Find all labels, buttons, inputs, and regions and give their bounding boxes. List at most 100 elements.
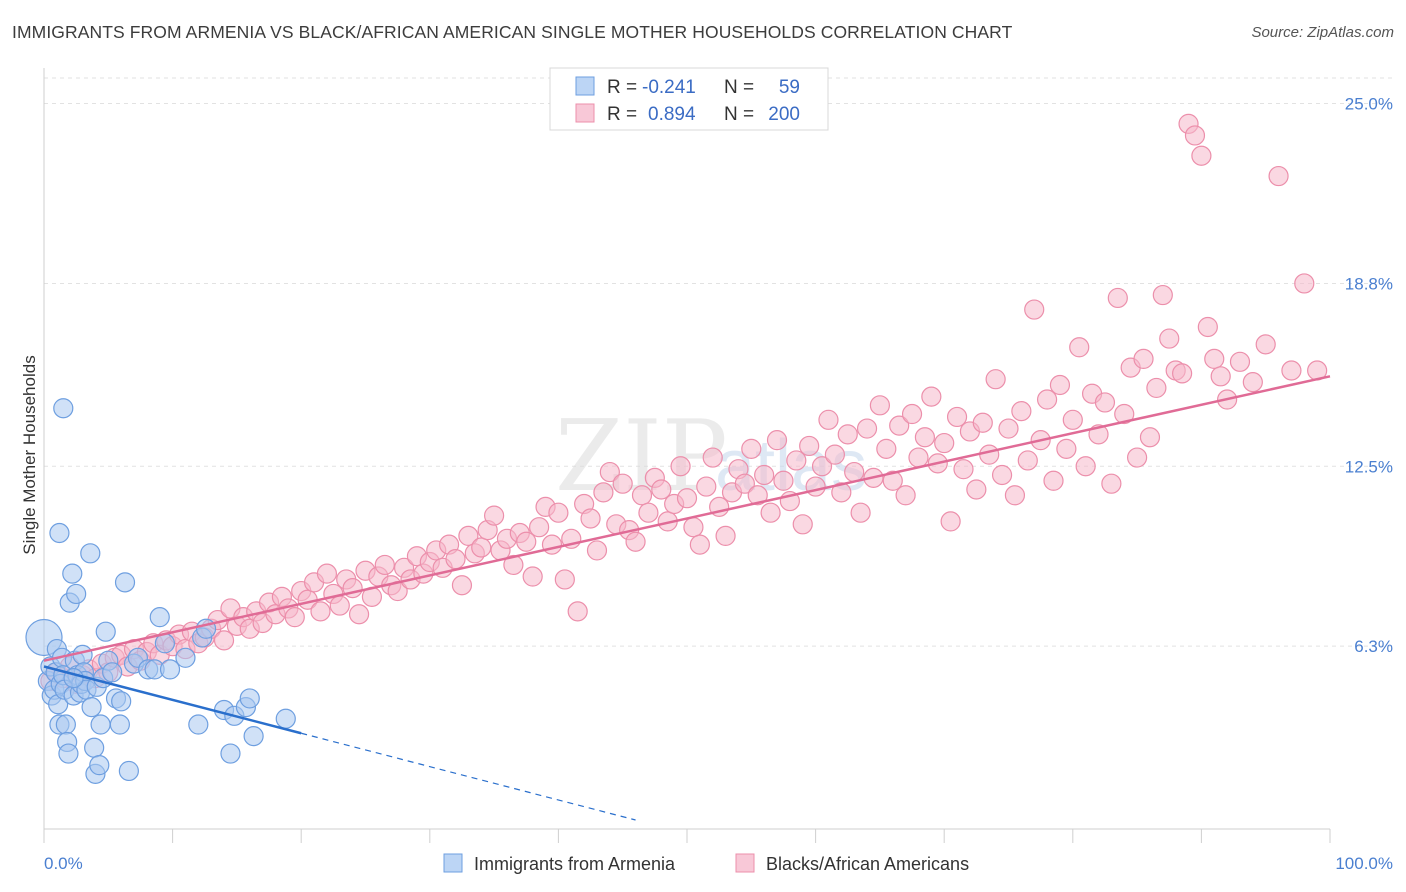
data-point [1004,485,1026,506]
bottom-legend-label-armenia: Immigrants from Armenia [474,854,676,874]
data-point [1139,427,1161,448]
data-point [1184,125,1206,146]
data-point [53,398,74,419]
data-point [979,444,1000,465]
data-point [966,479,987,500]
data-point [567,601,588,622]
legend-box: R = -0.241 N = 59 R = 0.894 N = 200 [549,67,829,131]
data-point [118,760,139,782]
data-point [715,525,736,547]
data-point [856,418,878,439]
data-point [1049,374,1071,396]
chart-title: IMMIGRANTS FROM ARMENIA VS BLACK/AFRICAN… [12,22,1013,42]
data-point [114,572,136,593]
data-point [991,464,1013,486]
data-point [998,418,1019,439]
legend-r-label-2: R = [607,104,637,125]
data-point [908,447,929,468]
data-point [109,714,130,735]
data-point [1204,348,1225,369]
data-point [586,540,608,561]
y-axis-title: Single Mother Households [20,355,39,554]
data-point [953,459,974,480]
data-point [625,531,646,552]
data-point [522,566,543,587]
data-point [696,476,717,497]
data-point [84,737,105,758]
data-point [734,473,755,494]
data-point [934,432,955,454]
data-point [1152,284,1173,306]
legend-n-value-2: 200 [768,104,800,125]
data-point [792,514,813,535]
y-tick-label: 12.5% [1345,457,1393,476]
legend-swatch-blacks [575,103,595,123]
data-point [1056,438,1077,459]
legend-n-value-1: 59 [779,77,800,98]
data-point [451,575,473,596]
data-point [1101,473,1122,494]
data-point [1242,372,1263,393]
data-point [458,525,479,547]
bottom-legend-label-blacks: Blacks/African Americans [766,854,969,874]
data-point [471,537,492,558]
data-point [1062,409,1083,430]
data-point [503,554,524,576]
data-point [1094,392,1116,413]
data-point [702,447,723,468]
grid-layer [44,77,1392,647]
data-point [972,412,993,433]
data-point [1294,273,1315,294]
data-point [747,485,768,506]
data-point [111,691,132,712]
data-point [1210,366,1231,387]
data-point [889,415,910,436]
data-point [49,522,70,544]
data-point [683,517,704,538]
data-point [676,488,698,509]
data-point [741,438,762,459]
data-point [869,395,891,416]
data-point [149,607,170,628]
data-point [1114,403,1135,425]
data-point [1229,351,1251,372]
data-point [284,607,305,628]
legend-r-value-1: -0.241 [642,77,696,98]
axes [43,68,1331,843]
y-tick-label: 6.3% [1354,637,1393,656]
data-point [1107,287,1128,309]
data-point [329,595,350,616]
data-point [837,424,858,445]
data-point [175,647,196,668]
data-point [541,534,563,555]
data-point [1159,328,1180,349]
data-point [940,511,961,532]
bottom-legend-swatch-blacks [735,853,755,873]
data-point [1281,360,1302,381]
legend-n-label-1: N = [724,77,754,98]
data-point [914,427,936,448]
trend-line-armenia [43,665,302,735]
data-point [81,697,102,718]
trend-line-armenia-extension [301,732,636,821]
data-point [1011,401,1032,422]
bottom-legend-swatch-armenia [443,853,463,873]
data-point [554,569,575,590]
data-point [799,435,820,457]
data-point [882,470,903,491]
data-point [773,470,794,491]
data-point [188,714,209,735]
legend-swatch-armenia [575,76,595,96]
bottom-legend: Immigrants from Armenia Blacks/African A… [443,853,969,874]
data-point [831,482,852,503]
data-point [529,517,550,538]
legend-n-label-2: N = [724,104,754,125]
data-point [445,549,466,570]
data-point [1133,348,1154,369]
data-point [786,450,807,471]
y-tick-label: 18.8% [1345,274,1393,293]
data-point [348,604,370,625]
data-point [1024,299,1045,320]
data-point [1255,334,1276,355]
